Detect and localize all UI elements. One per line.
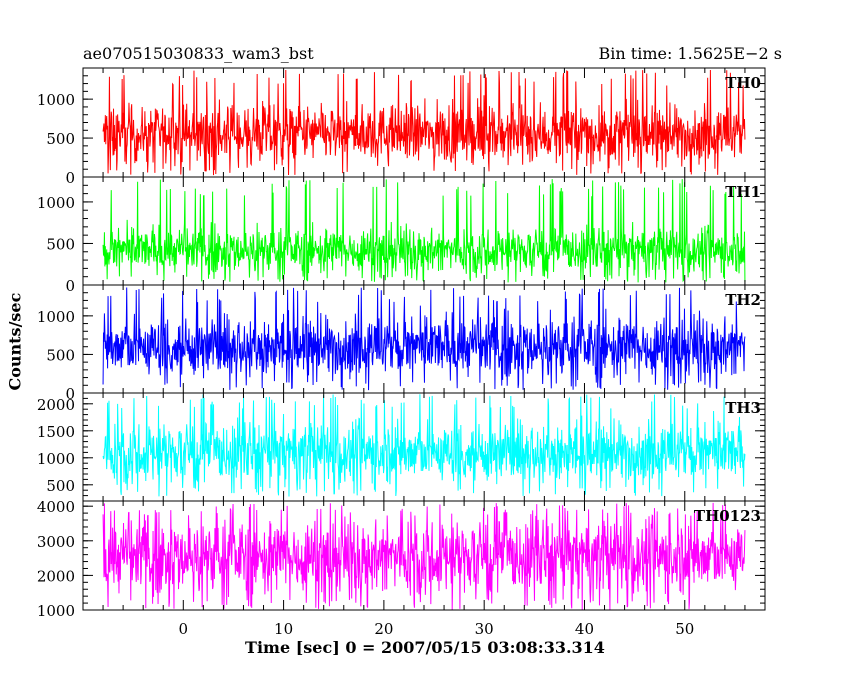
y-tick-label: 500 (46, 235, 75, 253)
x-tick-label: 10 (274, 620, 293, 638)
panel-label-th2: TH2 (725, 291, 761, 309)
panel-label-th0: TH0 (725, 74, 761, 92)
y-tick-label: 500 (46, 130, 75, 148)
series-line-th3 (102, 394, 746, 497)
y-tick-label: 1500 (37, 423, 75, 441)
series-line-th1 (102, 179, 746, 283)
y-tick-label: 0 (65, 169, 75, 187)
y-tick-label: 2000 (37, 396, 75, 414)
series-line-th0 (102, 69, 746, 176)
y-axis-label: Counts/sec (5, 292, 25, 391)
y-tick-label: 4000 (37, 498, 75, 516)
panel-label-th0123: TH0123 (694, 507, 761, 525)
y-tick-label: 1000 (37, 602, 75, 620)
x-tick-label: 50 (675, 620, 694, 638)
y-tick-label: 0 (65, 385, 75, 403)
y-tick-label: 1000 (37, 450, 75, 468)
y-tick-label: 500 (46, 346, 75, 364)
panel-label-th3: TH3 (725, 399, 761, 417)
y-tick-label: 500 (46, 477, 75, 495)
x-tick-label: 20 (374, 620, 393, 638)
panel-label-th1: TH1 (725, 183, 761, 201)
series-line-th0123 (102, 502, 746, 610)
x-tick-label: 40 (575, 620, 594, 638)
x-tick-label: 0 (179, 620, 189, 638)
y-tick-label: 1000 (37, 194, 75, 212)
y-tick-label: 2000 (37, 567, 75, 585)
y-tick-label: 0 (65, 277, 75, 295)
y-tick-label: 3000 (37, 533, 75, 551)
y-tick-label: 1000 (37, 308, 75, 326)
bin-time-label: Bin time: 1.5625E−2 s (598, 44, 782, 63)
observation-title: ae070515030833_wam3_bst (83, 44, 314, 63)
x-tick-label: 30 (475, 620, 494, 638)
y-tick-label: 1000 (37, 91, 75, 109)
x-axis-label: Time [sec] 0 = 2007/05/15 03:08:33.314 (245, 638, 605, 657)
series-line-th2 (102, 287, 746, 391)
